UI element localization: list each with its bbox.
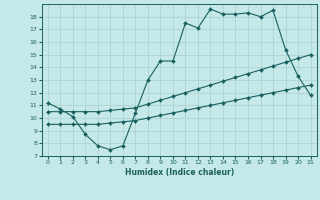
X-axis label: Humidex (Indice chaleur): Humidex (Indice chaleur) — [124, 168, 234, 177]
